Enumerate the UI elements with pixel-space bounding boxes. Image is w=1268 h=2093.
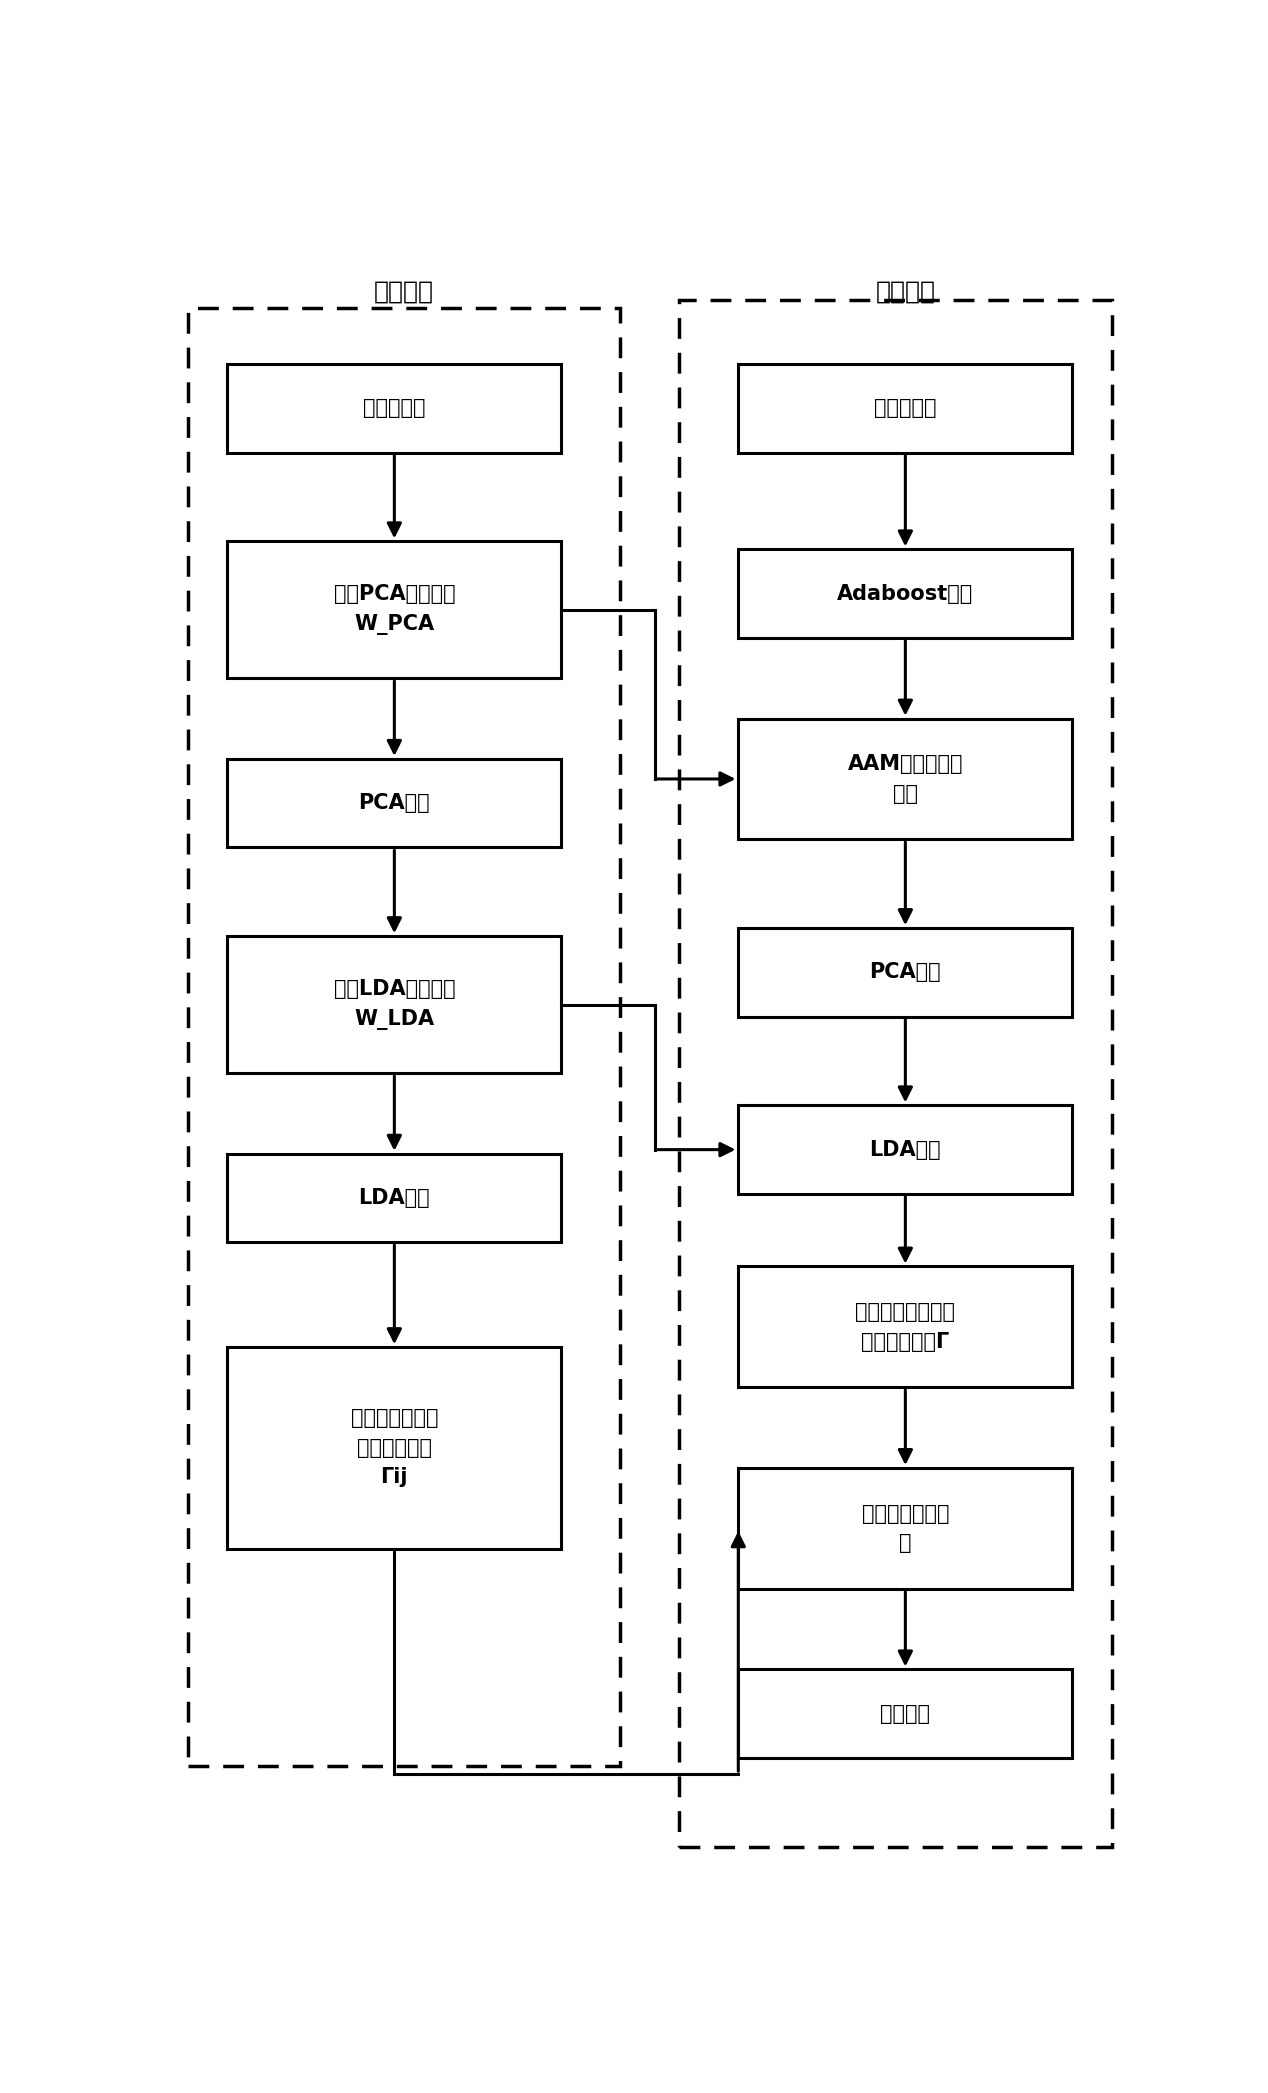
Text: Adaboost检测: Adaboost检测 xyxy=(837,584,974,603)
FancyBboxPatch shape xyxy=(738,364,1073,452)
FancyBboxPatch shape xyxy=(227,760,562,848)
Text: PCA投影: PCA投影 xyxy=(870,963,941,982)
FancyBboxPatch shape xyxy=(227,936,562,1074)
Text: 得到PCA投影矩阵
W_PCA: 得到PCA投影矩阵 W_PCA xyxy=(333,584,455,634)
FancyBboxPatch shape xyxy=(738,1670,1073,1758)
FancyBboxPatch shape xyxy=(738,1105,1073,1193)
Text: 识别阶段: 识别阶段 xyxy=(875,280,936,303)
Text: 识别结果: 识别结果 xyxy=(880,1704,931,1725)
FancyBboxPatch shape xyxy=(738,927,1073,1017)
Text: 待识别人脸图像的
最佳分类特征Γ: 待识别人脸图像的 最佳分类特征Γ xyxy=(856,1302,955,1352)
Text: LDA投影: LDA投影 xyxy=(359,1189,430,1208)
Text: 训练阶段: 训练阶段 xyxy=(374,280,434,303)
Text: 测试视频帧: 测试视频帧 xyxy=(874,398,937,419)
FancyBboxPatch shape xyxy=(227,1348,562,1549)
FancyBboxPatch shape xyxy=(738,548,1073,638)
Text: 得到LDA投影矩阵
W_LDA: 得到LDA投影矩阵 W_LDA xyxy=(333,980,455,1030)
FancyBboxPatch shape xyxy=(227,364,562,452)
FancyBboxPatch shape xyxy=(738,1266,1073,1388)
Text: AAM跟踪与变势
校正: AAM跟踪与变势 校正 xyxy=(847,753,964,804)
FancyBboxPatch shape xyxy=(227,542,562,678)
FancyBboxPatch shape xyxy=(227,1153,562,1243)
Text: 训练图片库: 训练图片库 xyxy=(363,398,426,419)
Text: PCA投影: PCA投影 xyxy=(359,793,430,814)
Text: 每张训练图片的
最佳分类特征
Γij: 每张训练图片的 最佳分类特征 Γij xyxy=(350,1409,439,1488)
FancyBboxPatch shape xyxy=(738,718,1073,839)
FancyBboxPatch shape xyxy=(738,1467,1073,1589)
Text: LDA投影: LDA投影 xyxy=(870,1139,941,1160)
Text: 最近邻分类器决
策: 最近邻分类器决 策 xyxy=(861,1503,950,1553)
